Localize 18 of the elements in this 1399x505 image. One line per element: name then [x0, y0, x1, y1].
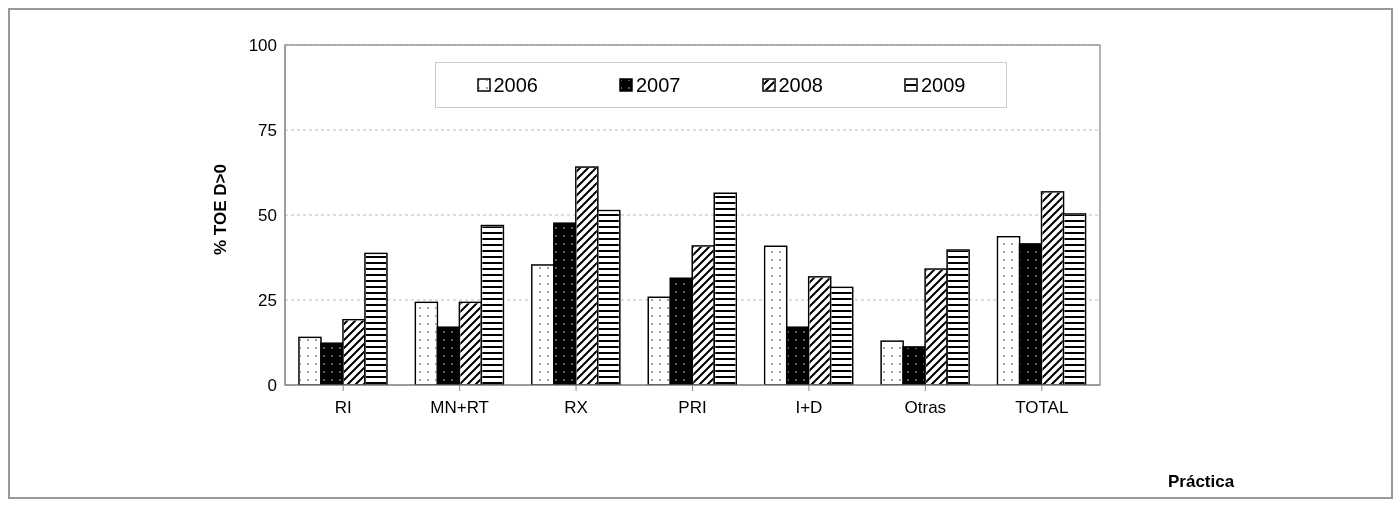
y-tick-label: 100: [248, 36, 277, 56]
y-tick-label: 50: [258, 206, 277, 226]
y-tick-label: 0: [267, 376, 277, 396]
x-tick-label: I+D: [795, 398, 823, 418]
x-tick-label: TOTAL: [1015, 398, 1069, 418]
text: Práctica: [1168, 472, 1235, 492]
x-tick-label: PRI: [678, 398, 707, 418]
legend-label: 2008: [778, 73, 823, 97]
x-tick-label: RI: [334, 398, 352, 418]
legend-label: 2007: [636, 73, 681, 97]
x-tick-label: Otras: [904, 398, 947, 418]
legend-label: 2009: [921, 73, 966, 97]
legend-label: 2006: [493, 73, 538, 97]
y-tick-label: 25: [258, 291, 277, 311]
y-axis-title: % TOE D>0: [211, 164, 231, 255]
y-tick-label: 75: [258, 121, 277, 141]
x-tick-label: RX: [564, 398, 588, 418]
x-tick-label: MN+RT: [430, 398, 490, 418]
